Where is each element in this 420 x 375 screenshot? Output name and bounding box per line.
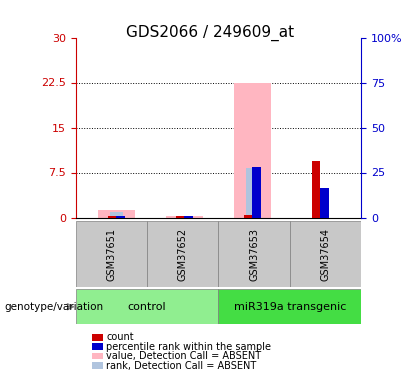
Bar [218, 289, 361, 324]
Bar [92, 352, 103, 359]
Bar [166, 216, 203, 217]
Bar [252, 166, 260, 218]
Text: GSM37651: GSM37651 [106, 228, 116, 280]
Text: genotype/variation: genotype/variation [4, 302, 103, 312]
Text: count: count [106, 333, 134, 342]
Text: GSM37652: GSM37652 [178, 228, 188, 280]
Bar [290, 221, 361, 287]
Bar [184, 216, 192, 217]
Text: rank, Detection Call = ABSENT: rank, Detection Call = ABSENT [106, 361, 257, 370]
Bar [312, 160, 320, 218]
Text: value, Detection Call = ABSENT: value, Detection Call = ABSENT [106, 351, 261, 361]
Text: GDS2066 / 249609_at: GDS2066 / 249609_at [126, 24, 294, 40]
Bar [92, 362, 103, 369]
Bar [176, 216, 184, 217]
Bar [110, 212, 123, 217]
Bar [320, 188, 328, 218]
Text: percentile rank within the sample: percentile rank within the sample [106, 342, 271, 352]
Bar [76, 289, 218, 324]
Bar [76, 221, 147, 287]
Text: control: control [128, 302, 166, 312]
Bar [116, 216, 125, 217]
Text: GSM37654: GSM37654 [320, 228, 331, 280]
Bar [218, 221, 290, 287]
Bar [92, 334, 103, 340]
Bar [92, 343, 103, 350]
Bar [234, 82, 271, 218]
Bar [98, 210, 135, 218]
Bar [246, 168, 259, 217]
Bar [244, 215, 252, 217]
Text: GSM37653: GSM37653 [249, 228, 259, 280]
Text: miR319a transgenic: miR319a transgenic [234, 302, 346, 312]
Bar [178, 216, 191, 217]
Bar [147, 221, 218, 287]
Bar [108, 216, 116, 217]
